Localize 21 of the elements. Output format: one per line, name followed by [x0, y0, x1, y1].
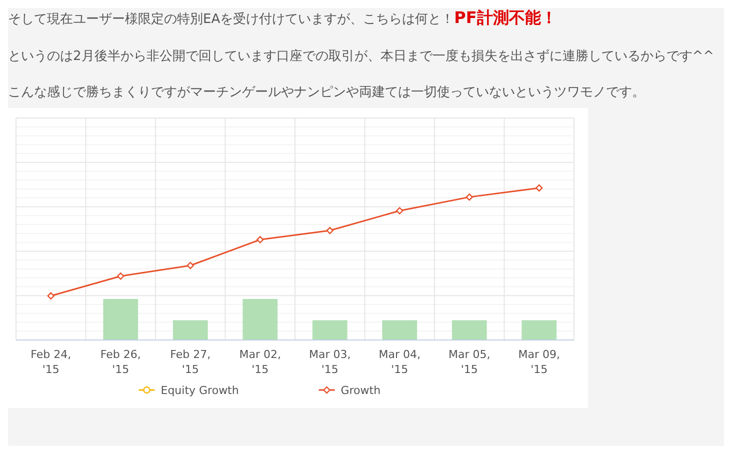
x-tick-label: Feb 27, '15 [170, 348, 211, 376]
chart-subtitle: PF計測不能！ [454, 8, 557, 27]
point [47, 292, 54, 300]
x-tick-label: Feb 24, '15 [30, 348, 72, 376]
x-tick-label: Mar 02, '15 [239, 348, 281, 376]
point [186, 262, 194, 270]
x-tick-label: Mar 05, '15 [448, 348, 490, 376]
point [466, 193, 473, 201]
x-tick-label: Mar 03, '15 [309, 348, 351, 376]
point [396, 207, 404, 214]
point [117, 272, 124, 280]
point [536, 184, 543, 192]
text: こんな感じで勝ちまくりですがマーチンゲールやナンピンや両建ては一切使っていないというツワモノです。 [8, 84, 646, 102]
point [256, 236, 264, 244]
point [326, 226, 334, 234]
x-tick-label: Mar 04, '15 [378, 348, 420, 376]
x-tick-label: Mar 09, '15 [518, 348, 560, 376]
x-tick-label: Feb 26, '15 [100, 348, 141, 376]
legend-label: Equity Growth [160, 384, 239, 397]
text: というのは2月後半から非公開で回しています口座での取引が、本日まで一度も損失を出さずに連勝しているからです^^ [8, 48, 716, 66]
legend-label: Growth [340, 384, 381, 397]
